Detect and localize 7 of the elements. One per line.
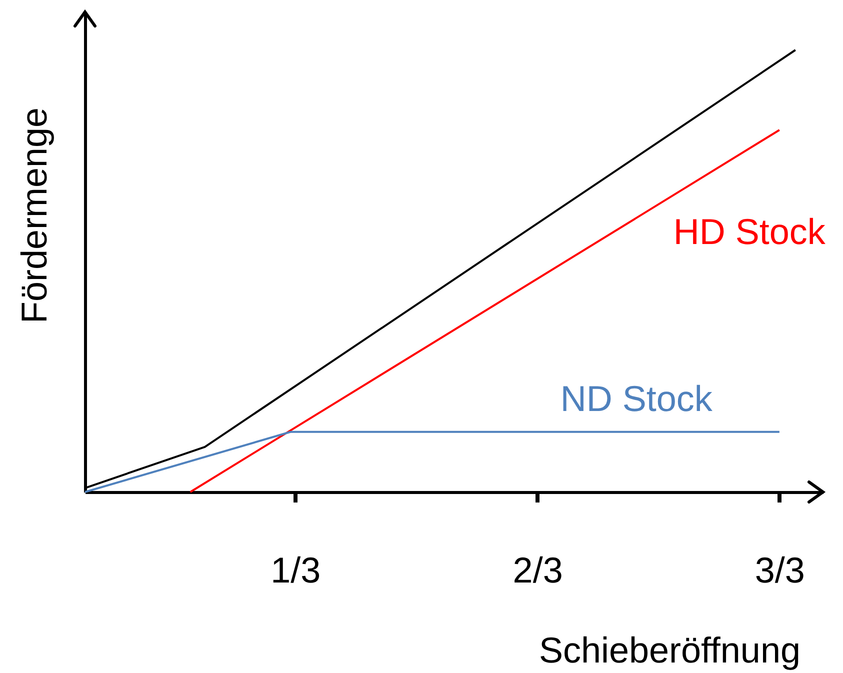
x-tick-label: 1/3 (270, 550, 321, 590)
series-label: HD Stock (673, 211, 826, 252)
x-axis-title: Schieberöffnung (538, 630, 800, 670)
series-label: ND Stock (560, 378, 714, 419)
x-tick-label: 3/3 (754, 550, 805, 590)
y-axis-title: Fördermenge (14, 107, 54, 324)
x-tick-label: 2/3 (512, 550, 563, 590)
